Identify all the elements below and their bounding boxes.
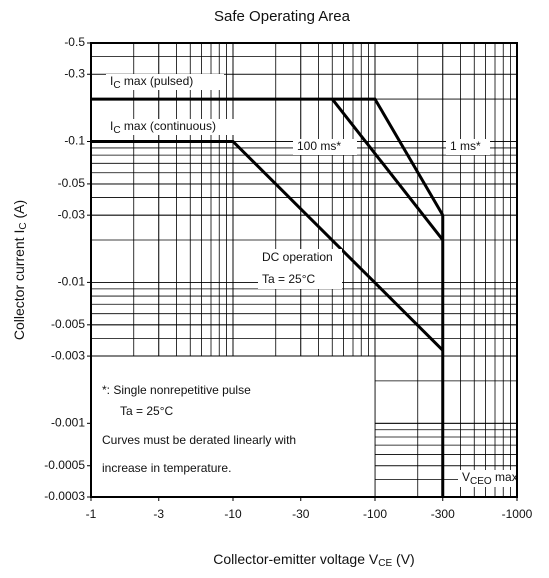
- annotation: IC max (pulsed): [110, 74, 193, 90]
- note-text: increase in temperature.: [102, 461, 231, 475]
- annotation-sub: C: [113, 80, 120, 91]
- x-tick-label: -100: [363, 507, 387, 521]
- y-tick-label: -0.0005: [44, 458, 85, 472]
- label-background: [293, 139, 357, 155]
- label-background: [106, 119, 256, 135]
- curve: [331, 98, 444, 241]
- y-axis-label-main: Collector current I: [11, 230, 27, 340]
- x-axis-label-main: Collector-emitter voltage V: [213, 551, 379, 567]
- annotation: IC max (continuous): [110, 119, 216, 135]
- label-background: [106, 74, 224, 90]
- annotation-main: V: [462, 470, 470, 484]
- label-background: [458, 470, 516, 487]
- y-tick-label: -0.01: [58, 275, 86, 289]
- y-tick-label: -0.05: [58, 176, 86, 190]
- annotation: 100 ms*: [297, 139, 341, 153]
- annotation-sub: C: [113, 125, 120, 136]
- annotation-sub: CEO: [470, 476, 492, 487]
- chart-title: Safe Operating Area: [214, 8, 351, 25]
- x-tick-label: -30: [292, 507, 310, 521]
- y-tick-label: -0.005: [51, 317, 85, 331]
- curve: [91, 97, 445, 216]
- label-background: [258, 249, 342, 289]
- note-text: Curves must be derated linearly with: [102, 433, 296, 447]
- x-tick-label: -1: [86, 507, 97, 521]
- annotation-rest: max (pulsed): [121, 74, 194, 88]
- y-axis-label: Collector current IC (A): [11, 200, 29, 340]
- annotation: 1 ms*: [450, 139, 481, 153]
- annotation-main: I: [110, 74, 113, 88]
- label-background: [446, 139, 490, 155]
- y-axis-label-rest: (A): [11, 200, 27, 223]
- y-tick-label: -0.3: [64, 66, 85, 80]
- note-text: Ta = 25°C: [120, 404, 173, 418]
- note-text: *: Single nonrepetitive pulse: [102, 383, 251, 397]
- plot-frame: [90, 42, 518, 498]
- x-tick-label: -1000: [502, 507, 533, 521]
- x-axis-label-sub: CE: [378, 558, 392, 569]
- y-tick-label: -0.5: [64, 35, 85, 49]
- annotation-rest: max: [492, 470, 518, 484]
- x-tick-label: -300: [431, 507, 455, 521]
- y-tick-label: -0.0003: [44, 489, 85, 503]
- x-axis-label: Collector-emitter voltage VCE (V): [213, 551, 414, 569]
- y-tick-label: -0.003: [51, 348, 85, 362]
- annotation: DC operation: [262, 250, 333, 264]
- y-tick-label: -0.1: [64, 134, 85, 148]
- x-tick-label: -10: [224, 507, 242, 521]
- annotation: VCEO max: [462, 470, 518, 486]
- x-tick-label: -3: [153, 507, 164, 521]
- y-tick-label: -0.001: [51, 415, 85, 429]
- note-box: [90, 355, 376, 498]
- annotation-main: I: [110, 119, 113, 133]
- x-axis-label-rest: (V): [392, 551, 415, 567]
- annotation: Ta = 25°C: [262, 272, 315, 286]
- y-axis-label-sub: C: [18, 222, 29, 229]
- annotation-rest: max (continuous): [121, 119, 216, 133]
- y-tick-label: -0.03: [58, 207, 86, 221]
- curve: [91, 139, 444, 352]
